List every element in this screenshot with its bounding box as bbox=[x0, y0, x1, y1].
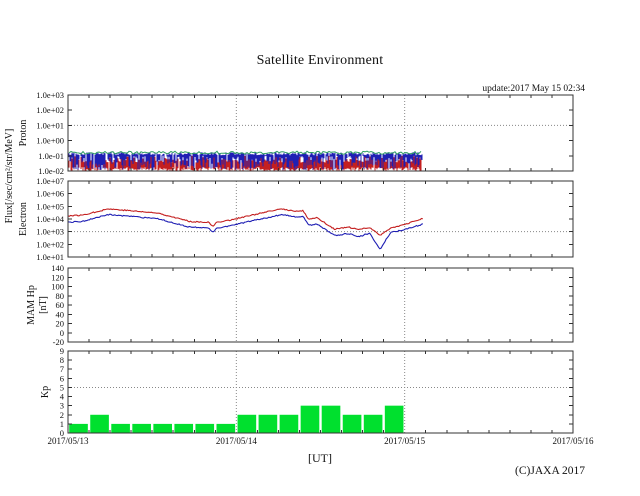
y-tick-label: 140 bbox=[51, 263, 64, 273]
y-tick-label: 1 bbox=[60, 419, 64, 429]
y-tick-label: 1.0e-01 bbox=[38, 151, 64, 161]
y-tick-label: 20 bbox=[56, 319, 65, 329]
copyright-label: (C)JAXA 2017 bbox=[515, 465, 585, 477]
y-tick-label: 1.0e+02 bbox=[36, 239, 64, 249]
x-axis-unit-label: [UT] bbox=[308, 451, 332, 465]
kp-bar bbox=[69, 423, 88, 433]
x-tick-label: 2017/05/13 bbox=[47, 436, 89, 446]
y-tick-label: 8 bbox=[60, 355, 64, 365]
y-tick-label: 0 bbox=[60, 328, 64, 338]
y-tick-label: 100 bbox=[51, 282, 64, 292]
y-tick-label: 60 bbox=[56, 300, 65, 310]
y-tick-label: 0 bbox=[60, 428, 64, 438]
y-tick-label: 1.0e+04 bbox=[36, 214, 64, 224]
y-tick-label: 1.0e+06 bbox=[36, 189, 64, 199]
axis-label-kp: Kp bbox=[40, 386, 51, 398]
x-tick-label: 2017/05/14 bbox=[216, 436, 258, 446]
y-tick-label: 120 bbox=[51, 272, 64, 282]
axis-label-mam-hp: MAM Hp bbox=[26, 285, 37, 325]
y-tick-label: 1.0e+07 bbox=[36, 176, 64, 186]
kp-bar bbox=[237, 414, 257, 433]
y-tick-label: 1.0e+01 bbox=[36, 252, 64, 262]
kp-bar bbox=[174, 423, 194, 433]
kp-bar bbox=[384, 405, 404, 433]
y-tick-label: 6 bbox=[60, 373, 64, 383]
y-tick-label: 5 bbox=[60, 382, 64, 392]
y-tick-label: 1.0e-02 bbox=[38, 166, 64, 176]
axis-label-proton: Proton bbox=[18, 120, 29, 147]
axis-label-electron: Electron bbox=[18, 202, 29, 236]
kp-bar bbox=[111, 423, 130, 433]
y-tick-label: 1.0e+00 bbox=[36, 136, 64, 146]
kp-bar bbox=[342, 414, 362, 433]
y-tick-label: 40 bbox=[56, 309, 65, 319]
y-tick-label: 80 bbox=[56, 291, 65, 301]
y-tick-label: 1.0e+03 bbox=[36, 90, 64, 100]
proton-blue-noise bbox=[68, 152, 423, 171]
y-tick-label: -20 bbox=[53, 337, 64, 347]
x-tick-label: 2017/05/15 bbox=[384, 436, 426, 446]
kp-bar bbox=[132, 423, 151, 433]
y-tick-label: 7 bbox=[60, 364, 64, 374]
kp-bar bbox=[195, 423, 215, 433]
y-tick-label: 1.0e+05 bbox=[36, 201, 64, 211]
kp-bar bbox=[279, 414, 299, 433]
kp-bar bbox=[216, 423, 236, 433]
proton-green-line bbox=[68, 150, 422, 156]
chart-title: Satellite Environment bbox=[256, 53, 384, 68]
y-tick-label: 1.0e+03 bbox=[36, 227, 64, 237]
panel-proton: 1.0e+03 1.0e+02 1.0e+01 1.0e+00 1.0e-01 1.0e-… bbox=[4, 90, 574, 224]
y-tick-label: 2 bbox=[60, 410, 64, 420]
panel-electron: 1.0e+07 1.0e+06 1.0e+05 1.0e+04 1.0e+03 1.0e+… bbox=[18, 176, 574, 262]
kp-bar bbox=[258, 414, 278, 433]
y-tick-label: 4 bbox=[60, 392, 65, 402]
kp-bar bbox=[321, 405, 341, 433]
axis-label-mam-hp: [nT] bbox=[38, 296, 49, 314]
electron-blue bbox=[67, 213, 423, 250]
kp-bar bbox=[363, 414, 383, 433]
kp-bar bbox=[153, 423, 173, 433]
y-tick-label: 1.0e+02 bbox=[36, 105, 64, 115]
electron-red bbox=[67, 208, 423, 236]
x-tick-label: 2017/05/16 bbox=[552, 436, 594, 446]
kp-bar bbox=[90, 414, 109, 433]
axis-label-proton: Flux[/sec/cm²/str/MeV] bbox=[4, 129, 15, 224]
y-tick-label: 3 bbox=[60, 401, 64, 411]
y-tick-label: 1.0e+01 bbox=[36, 120, 64, 130]
y-tick-label: 9 bbox=[60, 346, 64, 356]
kp-bar bbox=[300, 405, 320, 433]
update-timestamp: update:2017 May 15 02:34 bbox=[482, 84, 585, 94]
